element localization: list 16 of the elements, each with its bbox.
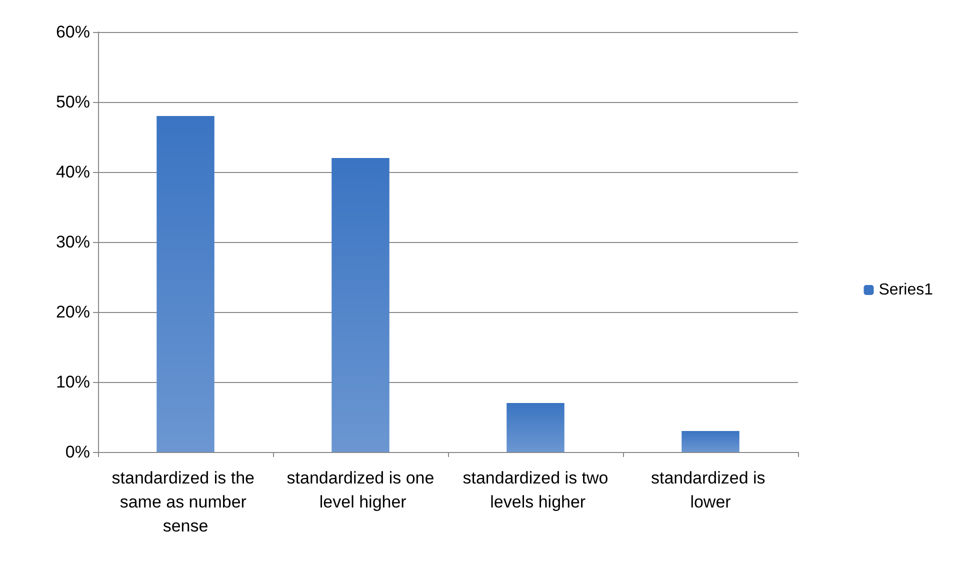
x-tick-label: standardized is the same as number sense [112,468,260,536]
y-tick-label: 0% [65,442,90,462]
bar [156,116,214,452]
x-tick-label: standardized is lower [650,468,770,512]
legend-label: Series1 [878,282,934,298]
bar [506,403,564,452]
bar [682,431,740,452]
y-tick-label: 50% [56,92,90,112]
x-tick-label: standardized is one level higher [286,468,434,512]
x-tick-label: standardized is two levels higher [462,468,608,512]
bar [332,158,390,452]
y-tick-label: 10% [56,372,90,392]
y-tick-label: 40% [56,162,90,182]
y-tick-label: 20% [56,302,90,322]
y-tick-label: 30% [56,232,90,252]
y-tick-label: 60% [56,22,90,42]
